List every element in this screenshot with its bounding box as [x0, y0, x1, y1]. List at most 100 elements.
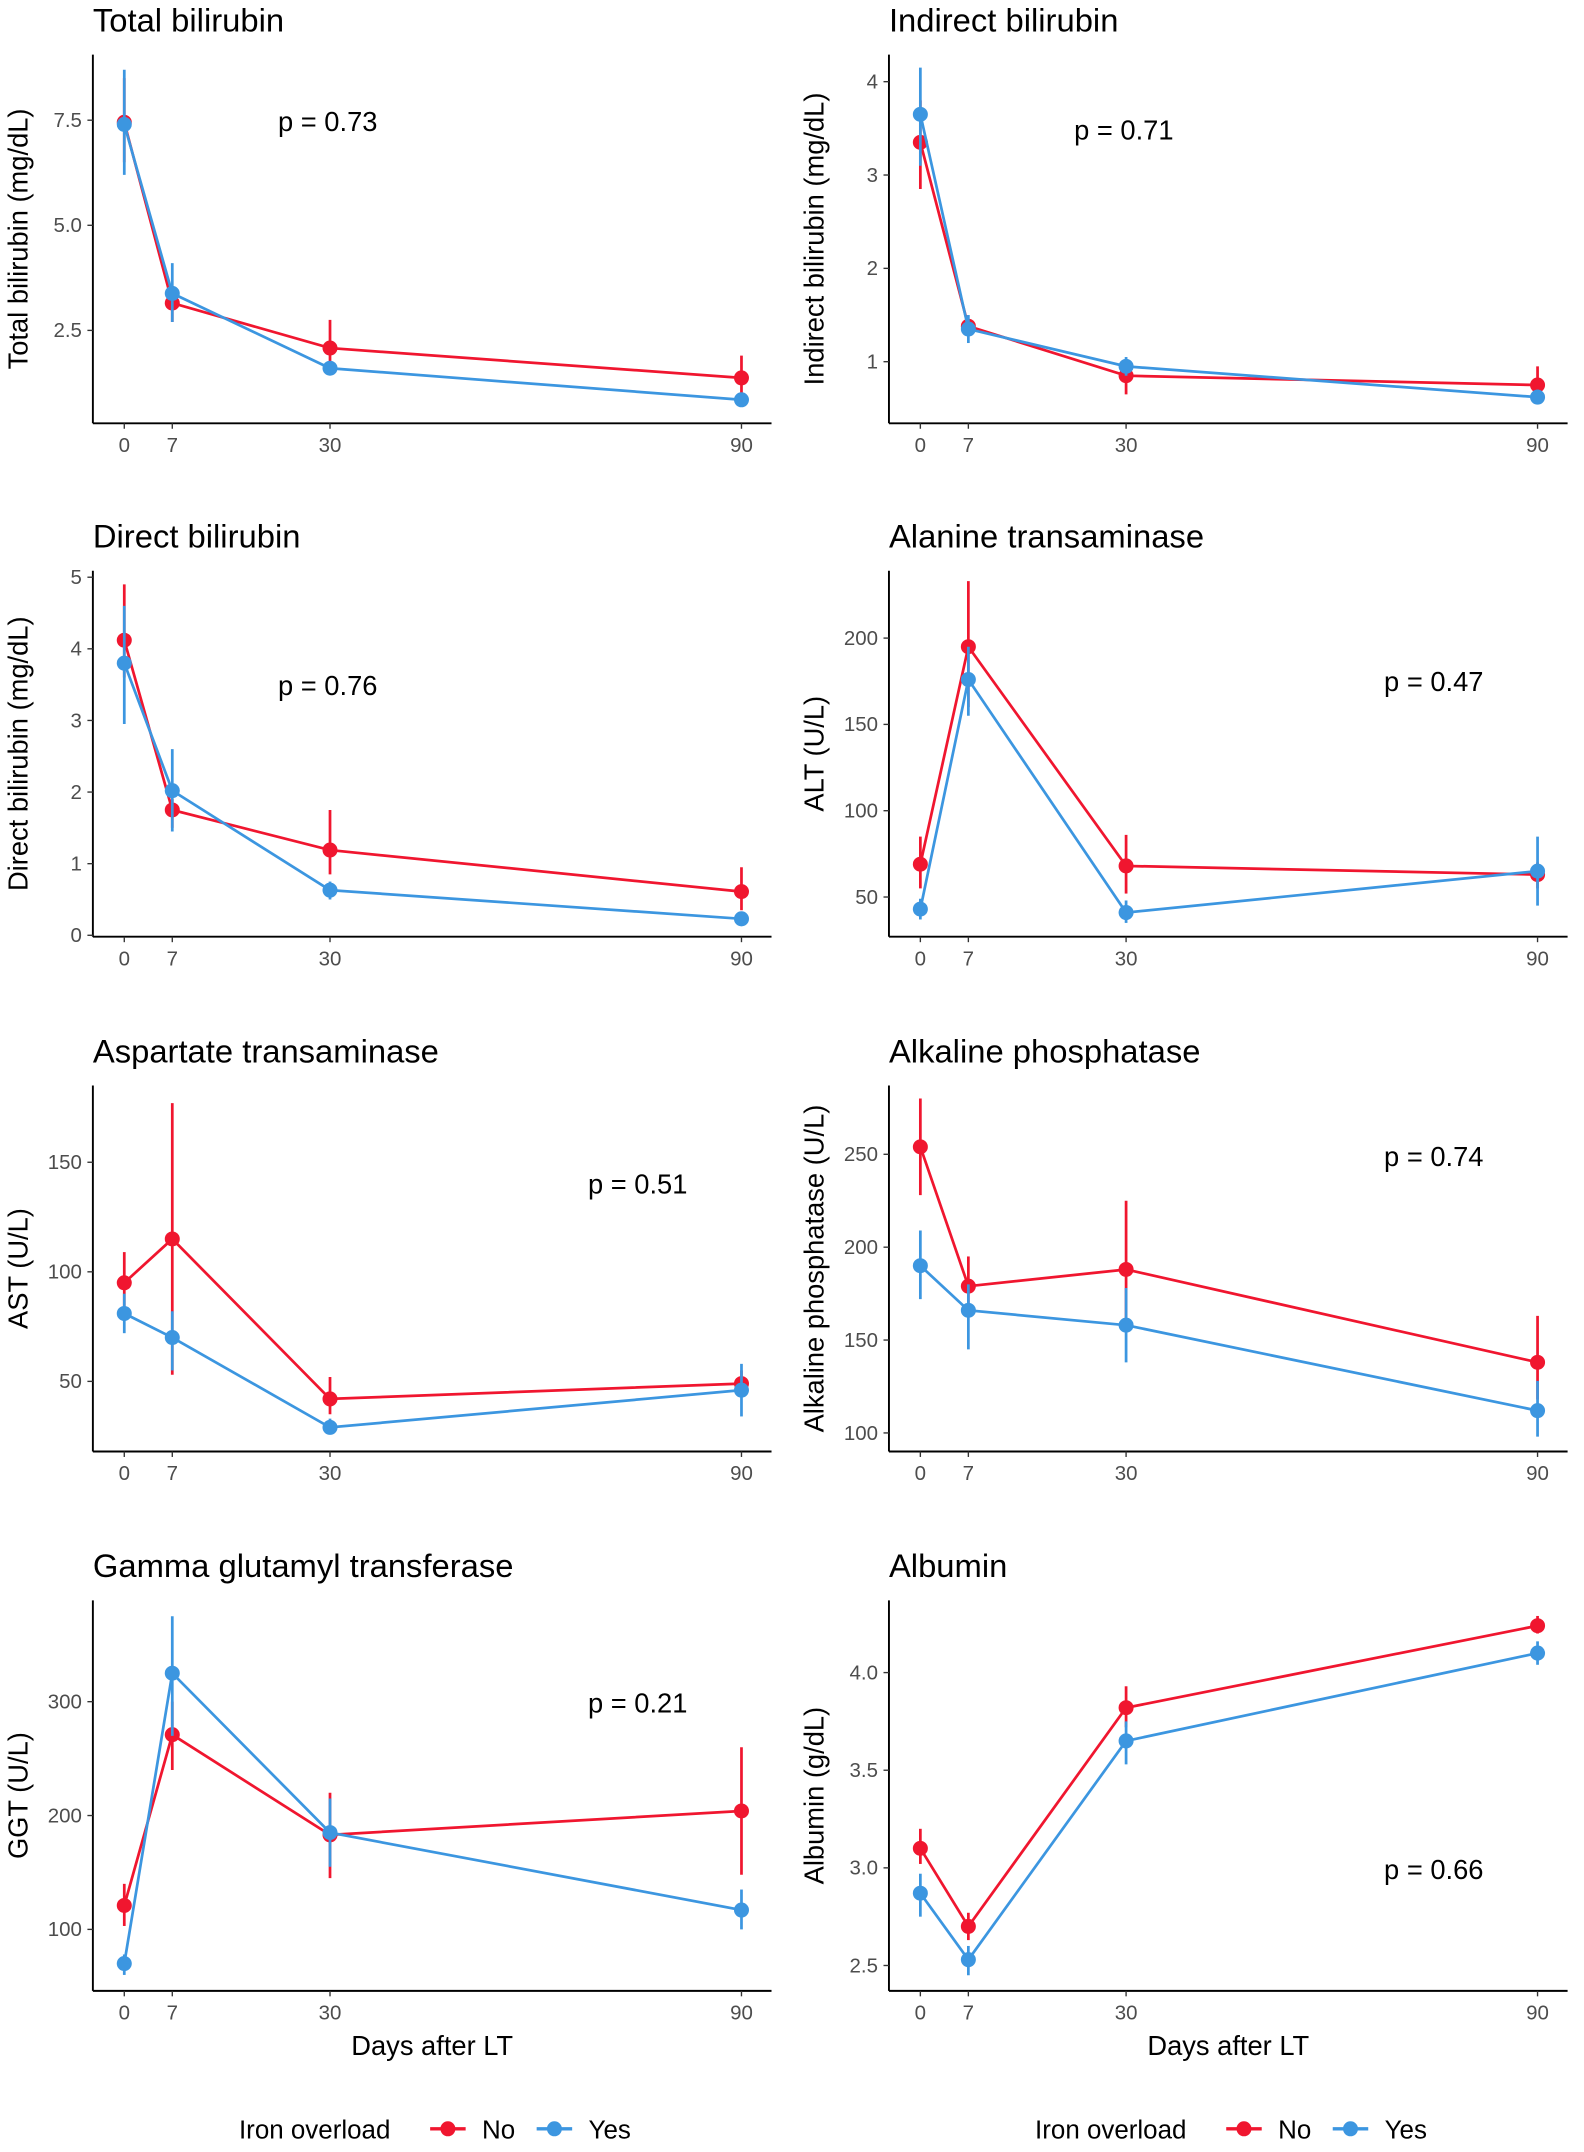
data-point-yes	[164, 1665, 180, 1681]
data-point-no	[322, 842, 338, 858]
y-tick-label: 250	[844, 1143, 878, 1166]
panel-4: Aspartate transaminase AST (U/L) 50 100 150 0…	[2, 1032, 772, 1485]
x-axis-title: Days after LT	[1147, 2030, 1309, 2061]
p-value-label: p = 0.71	[1074, 114, 1173, 145]
p-value-label: p = 0.74	[1384, 1141, 1483, 1172]
y-tick-label: 3.5	[850, 1759, 878, 1782]
x-tick-label: 7	[167, 434, 178, 457]
data-point-yes	[1530, 1403, 1546, 1419]
legend: Iron overload No Yes	[239, 2116, 631, 2144]
x-tick-label: 0	[915, 2002, 926, 2025]
data-point-no	[733, 1803, 749, 1819]
series-line-yes	[919, 1651, 1538, 1962]
y-tick-label: 100	[48, 1918, 82, 1941]
data-point-no	[116, 1897, 132, 1913]
legend-label-no: No	[1278, 2116, 1311, 2144]
x-tick-label: 7	[167, 2002, 178, 2025]
y-tick-label: 4	[867, 71, 878, 94]
series-line-yes	[919, 114, 1538, 399]
legend-label-no: No	[482, 2116, 515, 2144]
panel-title: Direct bilirubin	[93, 518, 301, 555]
x-tick-label: 0	[119, 1462, 130, 1485]
y-tick-label: 3.0	[850, 1857, 878, 1880]
x-tick-label: 0	[119, 947, 130, 970]
data-point-yes	[322, 1419, 338, 1435]
x-tick-label: 7	[167, 947, 178, 970]
x-tick-label: 30	[1115, 947, 1138, 970]
data-point-no	[912, 1139, 928, 1155]
x-tick-label: 90	[730, 434, 753, 457]
y-tick-label: 50	[855, 886, 878, 909]
p-value-label: p = 0.66	[1384, 1854, 1483, 1885]
x-tick-label: 30	[319, 2002, 342, 2025]
data-point-yes	[116, 1956, 132, 1972]
panel-title: Total bilirubin	[93, 1, 284, 38]
y-tick-label: 100	[844, 800, 878, 823]
y-axis-label: Direct bilirubin (mg/dL)	[2, 616, 33, 891]
panel-3: Alanine transaminase ALT (U/L) 50 100 150 200…	[798, 518, 1568, 970]
data-point-yes	[912, 1885, 928, 1901]
legend-key-point-no	[440, 2121, 456, 2137]
data-point-yes	[322, 1825, 338, 1841]
y-tick-label: 5	[71, 566, 82, 589]
series-line-no	[919, 1146, 1538, 1364]
y-tick-label: 100	[48, 1261, 82, 1284]
y-tick-label: 5.0	[53, 214, 81, 237]
y-axis-label: Albumin (g/dL)	[798, 1707, 829, 1885]
legend: Iron overload No Yes	[1035, 2116, 1427, 2144]
p-value-label: p = 0.47	[1384, 666, 1483, 697]
data-point-yes	[164, 1330, 180, 1346]
p-value-label: p = 0.73	[278, 106, 377, 137]
legend-label-yes: Yes	[589, 2116, 631, 2144]
data-point-no	[322, 1391, 338, 1407]
data-point-no	[960, 1918, 976, 1934]
y-tick-label: 150	[844, 713, 878, 736]
y-axis-label: Alkaline phosphatase (U/L)	[798, 1105, 829, 1433]
data-point-yes	[116, 655, 132, 671]
data-point-yes	[960, 321, 976, 337]
data-point-no	[1530, 377, 1546, 393]
data-point-yes	[164, 285, 180, 301]
x-tick-label: 30	[1115, 434, 1138, 457]
series-line-yes	[123, 1312, 742, 1429]
y-tick-label: 300	[48, 1691, 82, 1714]
x-tick-label: 30	[319, 434, 342, 457]
y-axis-label: Total bilirubin (mg/dL)	[2, 108, 33, 369]
x-tick-label: 0	[119, 2002, 130, 2025]
data-point-yes	[116, 1305, 132, 1321]
y-tick-label: 1	[867, 351, 878, 374]
x-tick-label: 0	[119, 434, 130, 457]
y-tick-label: 1	[71, 853, 82, 876]
data-point-no	[960, 639, 976, 655]
series-line-no	[919, 643, 1538, 876]
x-tick-label: 0	[915, 1462, 926, 1485]
y-tick-label: 200	[844, 627, 878, 650]
data-point-yes	[322, 360, 338, 376]
data-point-yes	[733, 1902, 749, 1918]
data-point-no	[1530, 1618, 1546, 1634]
data-point-no	[1118, 1261, 1134, 1277]
x-tick-label: 0	[915, 434, 926, 457]
y-tick-label: 50	[59, 1370, 82, 1393]
y-tick-label: 3	[71, 709, 82, 732]
data-point-no	[116, 1275, 132, 1291]
legend-key-point-yes	[1342, 2121, 1358, 2137]
data-point-no	[1118, 858, 1134, 874]
p-value-label: p = 0.76	[278, 670, 377, 701]
panel-title: Indirect bilirubin	[889, 1, 1118, 38]
data-point-yes	[912, 1258, 928, 1274]
data-point-yes	[322, 882, 338, 898]
legend-title: Iron overload	[239, 2116, 390, 2144]
y-tick-label: 200	[844, 1236, 878, 1259]
series-line-no	[919, 142, 1538, 387]
y-tick-label: 4	[71, 638, 82, 661]
x-tick-label: 30	[1115, 2002, 1138, 2025]
y-tick-label: 150	[48, 1151, 82, 1174]
panel-2: Direct bilirubin Direct bilirubin (mg/dL)…	[2, 518, 772, 970]
data-point-yes	[960, 1302, 976, 1318]
series-line-no	[122, 639, 742, 893]
x-tick-label: 90	[730, 947, 753, 970]
y-axis-label: ALT (U/L)	[798, 696, 829, 812]
x-tick-label: 7	[963, 2002, 974, 2025]
